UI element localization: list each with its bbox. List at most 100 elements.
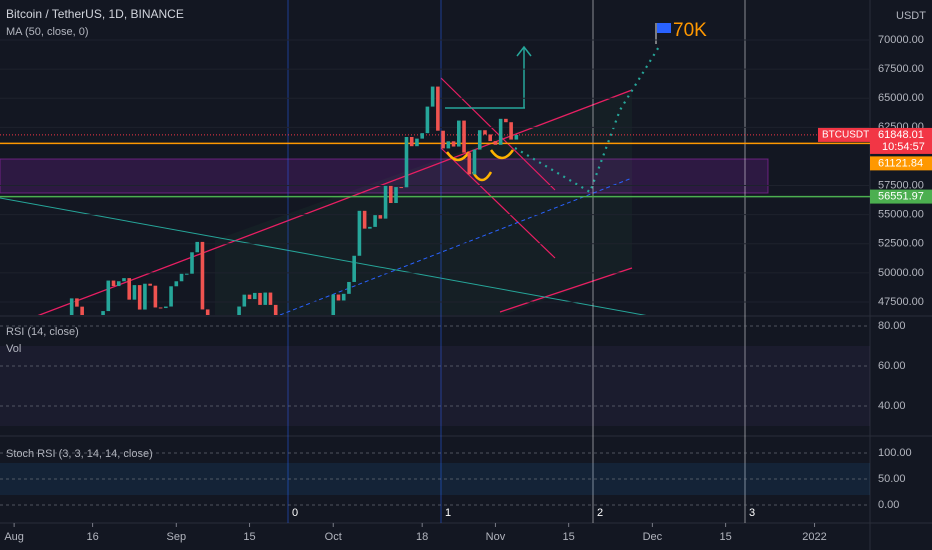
candle (457, 120, 461, 147)
candle (258, 292, 262, 305)
candle (143, 283, 147, 310)
candle (483, 130, 487, 135)
candle (174, 281, 179, 287)
candle (415, 138, 419, 147)
candle (368, 226, 372, 229)
candle (488, 134, 492, 142)
candle (127, 278, 132, 300)
candle (122, 278, 126, 282)
price-tag (870, 189, 932, 204)
candle (273, 304, 278, 315)
candle (179, 273, 184, 282)
candle (388, 185, 393, 204)
flag-line (440, 147, 556, 259)
candle (116, 281, 121, 287)
candle (467, 152, 472, 175)
x-tick-label: Oct (325, 531, 342, 543)
candle (252, 292, 257, 300)
rsi-band (0, 346, 870, 426)
candle (420, 133, 424, 139)
y-tick-label: 55000.00 (878, 209, 924, 221)
candle (195, 241, 200, 253)
x-tick-label: 15 (719, 531, 731, 543)
y-tick-label: 40.00 (878, 400, 906, 412)
stoch-title: Stoch RSI (3, 3, 14, 14, close) (6, 448, 153, 460)
countdown: 10:54:57 (882, 141, 925, 153)
candle (477, 130, 482, 150)
cycle-label: 0 (292, 507, 298, 519)
candle (148, 283, 152, 286)
candle (247, 294, 252, 300)
candles (69, 86, 519, 315)
x-tick-label: Sep (167, 531, 187, 543)
rsi-title: RSI (14, close) (6, 326, 79, 338)
x-tick-label: Nov (486, 531, 506, 543)
candle (111, 280, 116, 287)
candle (441, 130, 445, 149)
price-tag (870, 156, 932, 171)
symbol-tag-label: BTCUSDT (822, 130, 869, 141)
candle (237, 306, 241, 315)
candle (430, 86, 435, 107)
candle (101, 311, 105, 315)
x-tick-label: 16 (86, 531, 98, 543)
candle (357, 210, 362, 256)
symbol-tag (818, 127, 870, 142)
y-tick-label: 50000.00 (878, 267, 924, 279)
candle (80, 306, 84, 315)
candle (472, 149, 477, 175)
x-tick-label: Dec (643, 531, 663, 543)
candle (132, 285, 137, 300)
candle (383, 185, 388, 219)
y-tick-label: 57500.00 (878, 179, 924, 191)
candle (242, 294, 247, 307)
candle (153, 285, 158, 308)
y-tick-label: 80.00 (878, 320, 906, 332)
candle (336, 294, 341, 301)
candle (164, 306, 168, 309)
chart-title: Bitcoin / TetherUS, 1D, BINANCE (6, 7, 184, 21)
y-tick-label: 70000.00 (878, 34, 924, 46)
candle (200, 241, 205, 310)
candle (451, 141, 456, 147)
candle (184, 273, 189, 275)
candle (352, 255, 356, 282)
vol-label: Vol (6, 343, 21, 355)
cycle-label: 2 (597, 507, 603, 519)
candle (331, 294, 336, 315)
trendline (0, 197, 647, 315)
price-tag-label: 56551.97 (878, 190, 924, 202)
trendline (499, 267, 633, 313)
y-tick-label: 50.00 (878, 473, 906, 485)
x-tick-label: 15 (563, 531, 575, 543)
candle (268, 292, 273, 305)
candle (514, 134, 519, 140)
candle (137, 285, 142, 310)
y-tick-label: 52500.00 (878, 238, 924, 250)
candle (409, 136, 414, 147)
currency: USDT (896, 10, 926, 22)
y-tick-label: 60.00 (878, 360, 906, 372)
candle (394, 187, 398, 204)
candle (347, 281, 351, 294)
cycle-lines (287, 0, 746, 523)
flag (657, 23, 671, 33)
candle (75, 298, 79, 307)
candle (462, 120, 466, 153)
candle (263, 292, 268, 305)
price-tag-label: 61121.84 (878, 157, 923, 169)
candle (69, 298, 74, 315)
x-tick-label: 2022 (802, 531, 826, 543)
flag-line (440, 77, 556, 191)
channel-fill (215, 90, 632, 315)
trendline (37, 89, 633, 315)
candle (373, 215, 377, 227)
y-tick-label: 65000.00 (878, 92, 924, 104)
candle (509, 122, 513, 140)
cycle-label: 1 (445, 507, 451, 519)
candle (378, 215, 383, 219)
candle (362, 210, 367, 229)
candle (425, 106, 430, 134)
